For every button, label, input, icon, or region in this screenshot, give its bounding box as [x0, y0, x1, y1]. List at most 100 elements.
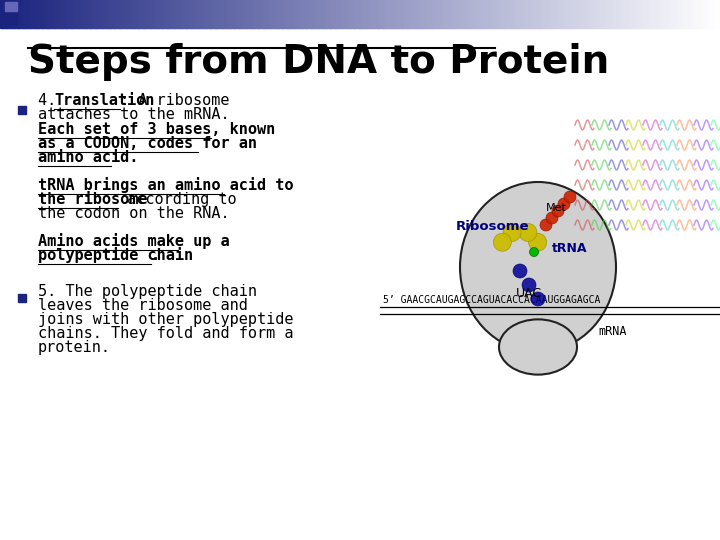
Text: .: .: [151, 248, 160, 263]
Bar: [79, 0, 83, 28]
Bar: [521, 0, 524, 28]
Bar: [72, 0, 76, 28]
Circle shape: [552, 205, 564, 217]
Circle shape: [493, 233, 511, 251]
Bar: [204, 0, 207, 28]
Bar: [677, 0, 680, 28]
Circle shape: [528, 233, 546, 251]
Text: polypeptide chain: polypeptide chain: [38, 247, 193, 263]
Bar: [480, 0, 483, 28]
Bar: [706, 0, 709, 28]
Bar: [252, 0, 256, 28]
Bar: [2, 0, 6, 28]
Bar: [531, 0, 534, 28]
Bar: [223, 0, 227, 28]
Bar: [45, 0, 49, 28]
Bar: [382, 0, 385, 28]
Bar: [317, 0, 320, 28]
Bar: [439, 0, 443, 28]
Bar: [84, 0, 87, 28]
Bar: [288, 0, 292, 28]
Bar: [629, 0, 632, 28]
Bar: [31, 0, 35, 28]
Bar: [338, 0, 342, 28]
Bar: [218, 0, 222, 28]
Text: leaves the ribosome and: leaves the ribosome and: [38, 298, 248, 313]
Bar: [230, 0, 234, 28]
Bar: [214, 0, 217, 28]
Circle shape: [513, 264, 527, 278]
Bar: [180, 0, 184, 28]
Bar: [192, 0, 195, 28]
Bar: [610, 0, 613, 28]
Bar: [70, 0, 73, 28]
Bar: [576, 0, 580, 28]
Bar: [418, 0, 421, 28]
Bar: [326, 0, 330, 28]
Bar: [456, 0, 459, 28]
Bar: [156, 0, 159, 28]
Bar: [405, 0, 409, 28]
Bar: [187, 0, 191, 28]
Bar: [713, 0, 716, 28]
Bar: [329, 0, 332, 28]
Bar: [538, 0, 541, 28]
Bar: [569, 0, 572, 28]
Bar: [279, 0, 282, 28]
Bar: [185, 0, 188, 28]
Bar: [495, 0, 498, 28]
Bar: [127, 0, 130, 28]
Bar: [63, 0, 66, 28]
Bar: [655, 0, 659, 28]
Bar: [477, 0, 481, 28]
Bar: [703, 0, 706, 28]
Bar: [499, 0, 503, 28]
Bar: [571, 0, 575, 28]
Bar: [394, 0, 397, 28]
Bar: [497, 0, 500, 28]
Bar: [146, 0, 150, 28]
Bar: [202, 0, 205, 28]
Bar: [490, 0, 493, 28]
Bar: [225, 0, 229, 28]
Bar: [295, 0, 299, 28]
Bar: [691, 0, 695, 28]
Bar: [286, 0, 289, 28]
Bar: [365, 0, 368, 28]
Bar: [667, 0, 670, 28]
Bar: [641, 0, 644, 28]
Bar: [142, 0, 145, 28]
Bar: [343, 0, 346, 28]
Bar: [711, 0, 714, 28]
Bar: [626, 0, 630, 28]
Text: 5. The polypeptide chain: 5. The polypeptide chain: [38, 284, 257, 299]
Bar: [351, 0, 354, 28]
Bar: [487, 0, 490, 28]
Bar: [67, 0, 71, 28]
Bar: [216, 0, 220, 28]
Bar: [274, 0, 277, 28]
Bar: [336, 0, 339, 28]
Bar: [463, 0, 467, 28]
Bar: [554, 0, 558, 28]
Bar: [125, 0, 128, 28]
Bar: [348, 0, 351, 28]
Bar: [535, 0, 539, 28]
Bar: [617, 0, 620, 28]
Bar: [24, 0, 27, 28]
Bar: [518, 0, 522, 28]
Bar: [5, 0, 8, 28]
Bar: [384, 0, 387, 28]
Bar: [502, 0, 505, 28]
Bar: [91, 0, 94, 28]
Bar: [43, 0, 47, 28]
Bar: [89, 0, 92, 28]
Bar: [449, 0, 452, 28]
Bar: [619, 0, 623, 28]
Bar: [454, 0, 457, 28]
Bar: [459, 0, 462, 28]
Bar: [653, 0, 656, 28]
Bar: [74, 0, 78, 28]
Text: the codon on the RNA.: the codon on the RNA.: [38, 206, 230, 221]
Bar: [547, 0, 551, 28]
